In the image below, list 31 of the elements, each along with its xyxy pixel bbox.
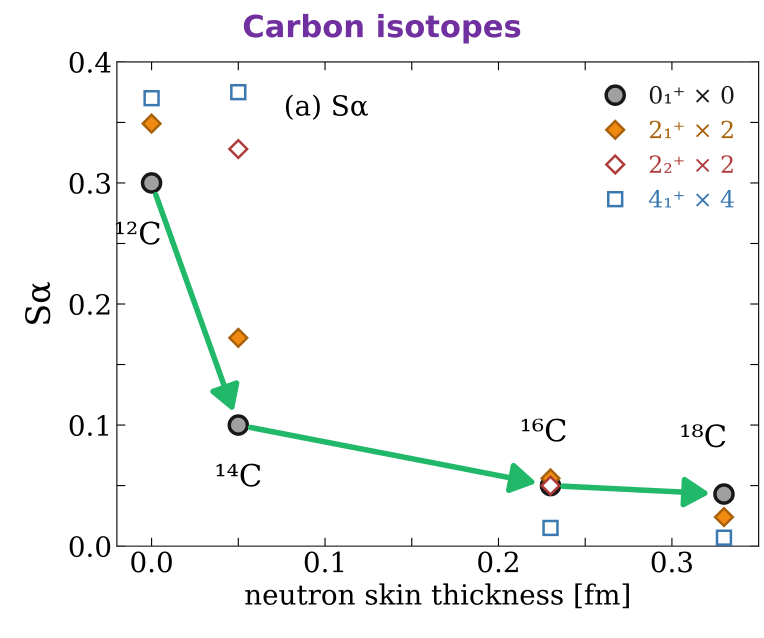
point xyxy=(230,84,246,100)
y-axis-title: Sα xyxy=(25,282,50,324)
x-axis-title: neutron skin thickness [fm] xyxy=(245,583,629,608)
y-tick-label: 0.1 xyxy=(70,415,108,436)
annotation: ¹⁶C xyxy=(522,418,566,442)
x-tick-label: 0.3 xyxy=(652,551,692,572)
point xyxy=(713,483,735,505)
point xyxy=(228,328,248,348)
point xyxy=(228,138,248,160)
annotation: (a) Sα xyxy=(286,94,368,120)
point xyxy=(143,90,160,106)
chart-title: Carbon isotopes xyxy=(244,14,520,44)
annotation: ¹⁴C xyxy=(216,464,260,487)
y-tick-label: 0.4 xyxy=(70,52,111,73)
legend-label: 4₁⁺ × 4 xyxy=(649,190,734,208)
y-tick-label: 0.2 xyxy=(70,294,110,315)
point xyxy=(228,414,250,436)
point xyxy=(542,520,559,536)
y-tick-label: 0.3 xyxy=(70,172,110,194)
legend-label: 0₁⁺ × 0 xyxy=(650,86,734,104)
x-tick-label: 0.2 xyxy=(478,551,518,572)
point xyxy=(716,529,732,546)
y-tick-label: 0.0 xyxy=(70,536,110,558)
point xyxy=(714,506,734,528)
annotation: ¹⁸C xyxy=(681,424,726,448)
legend-label: 2₁⁺ × 2 xyxy=(650,120,733,138)
x-tick-label: 0.1 xyxy=(304,551,344,572)
legend-label: 2₂⁺ × 2 xyxy=(650,155,733,173)
point xyxy=(141,114,162,134)
point xyxy=(140,172,162,194)
x-tick-label: 0.0 xyxy=(131,551,172,572)
